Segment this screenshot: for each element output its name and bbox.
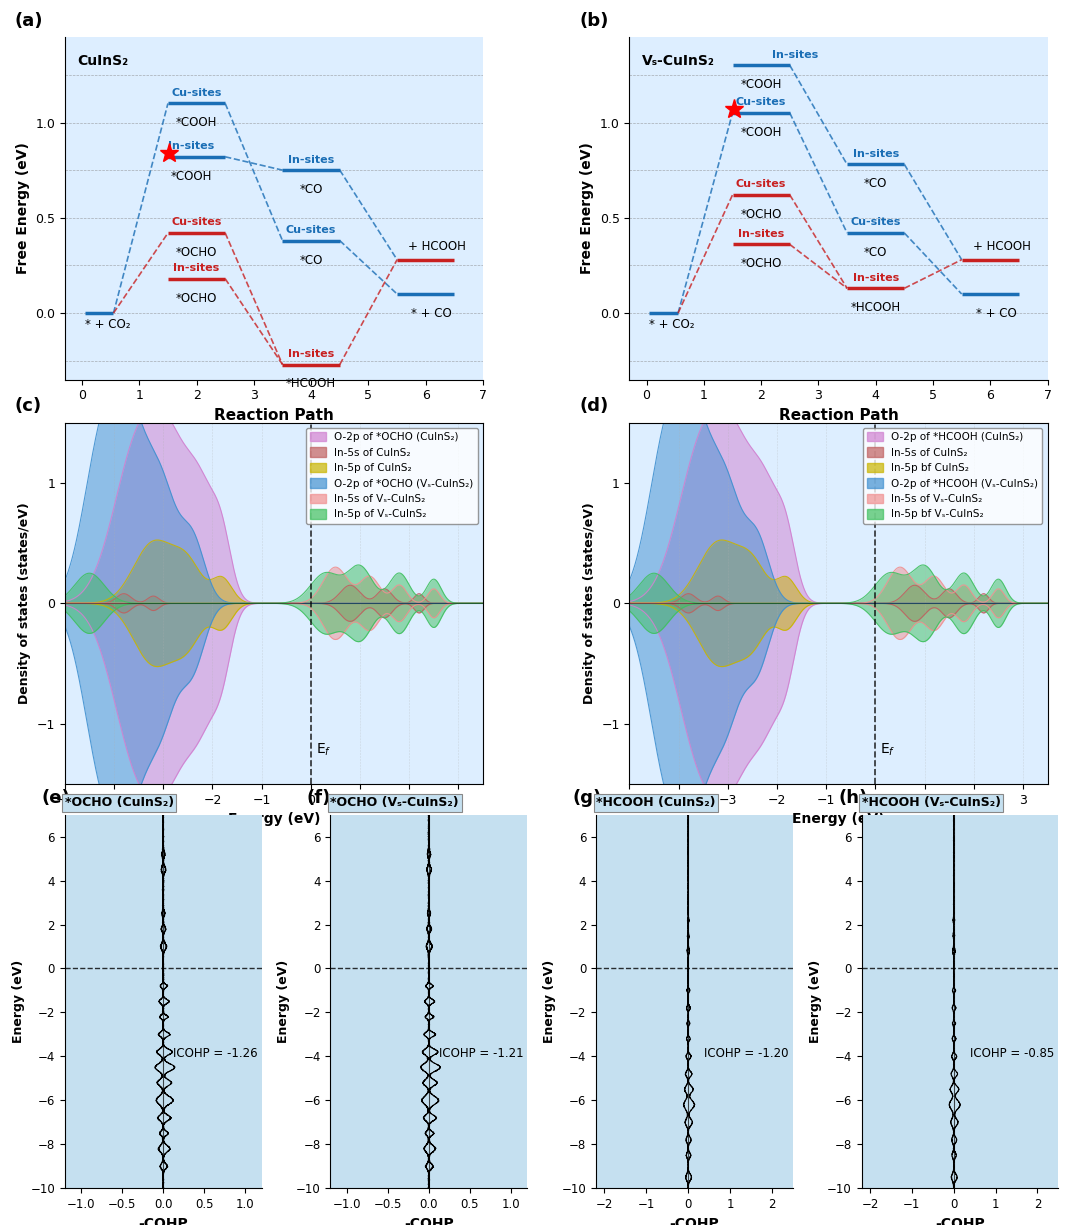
Text: ICOHP = -1.26: ICOHP = -1.26 [173,1047,258,1061]
Text: *OCHO: *OCHO [176,246,217,258]
Y-axis label: Density of states (states/eV): Density of states (states/eV) [583,502,596,704]
Text: *HCOOH: *HCOOH [851,301,901,314]
Text: + HCOOH: + HCOOH [973,240,1030,254]
Text: *HCOOH (Vₛ-CuInS₂): *HCOOH (Vₛ-CuInS₂) [862,796,1001,810]
Text: *CO: *CO [299,254,323,267]
Y-axis label: Energy (eV): Energy (eV) [278,960,291,1042]
Text: CuInS₂: CuInS₂ [78,54,129,67]
Text: (h): (h) [838,789,867,807]
Text: In-sites: In-sites [288,154,335,164]
Text: In-sites: In-sites [772,50,819,60]
Y-axis label: Density of states (states/eV): Density of states (states/eV) [18,502,31,704]
Text: In-sites: In-sites [174,263,219,273]
Text: In-sites: In-sites [738,229,784,239]
Text: * + CO₂: * + CO₂ [85,318,131,331]
X-axis label: Reaction Path: Reaction Path [779,408,899,423]
Text: (a): (a) [15,12,43,29]
Legend: O-2p of *OCHO (CuInS₂), In-5s of CuInS₂, In-5p of CuInS₂, O-2p of *OCHO (Vₛ-CuIn: O-2p of *OCHO (CuInS₂), In-5s of CuInS₂,… [307,428,477,523]
Text: (f): (f) [307,789,332,807]
Text: *OCHO: *OCHO [176,292,217,305]
Y-axis label: Energy (eV): Energy (eV) [12,960,25,1042]
Text: Cu-sites: Cu-sites [172,217,221,228]
Y-axis label: Energy (eV): Energy (eV) [543,960,556,1042]
Text: *OCHO (Vₛ-CuInS₂): *OCHO (Vₛ-CuInS₂) [330,796,459,810]
Text: Cu-sites: Cu-sites [851,217,901,228]
Text: *COOH: *COOH [171,170,212,183]
X-axis label: Energy (eV): Energy (eV) [228,812,320,827]
Text: *OCHO (CuInS₂): *OCHO (CuInS₂) [65,796,174,810]
Text: (e): (e) [41,789,70,807]
Text: * + CO: * + CO [975,307,1016,320]
X-axis label: -COHP: -COHP [138,1216,188,1225]
Text: ICOHP = -0.85: ICOHP = -0.85 [970,1047,1054,1061]
Text: E$_f$: E$_f$ [880,742,896,758]
Text: Cu-sites: Cu-sites [172,88,221,98]
Y-axis label: Free Energy (eV): Free Energy (eV) [580,142,594,274]
Text: (d): (d) [579,397,608,415]
Text: E$_f$: E$_f$ [315,742,332,758]
Text: ICOHP = -1.21: ICOHP = -1.21 [438,1047,523,1061]
Text: *COOH: *COOH [741,78,782,91]
Text: (c): (c) [15,397,42,415]
X-axis label: Energy (eV): Energy (eV) [793,812,885,827]
Text: ICOHP = -1.20: ICOHP = -1.20 [704,1047,788,1061]
Text: Cu-sites: Cu-sites [735,179,786,190]
X-axis label: -COHP: -COHP [404,1216,454,1225]
Text: In-sites: In-sites [167,141,214,151]
Text: *CO: *CO [299,183,323,196]
Text: Vₛ-CuInS₂: Vₛ-CuInS₂ [642,54,715,67]
Text: + HCOOH: + HCOOH [408,240,467,254]
Text: *CO: *CO [864,178,888,190]
Text: *HCOOH: *HCOOH [286,377,336,391]
Text: *OCHO: *OCHO [741,208,782,220]
Text: * + CO: * + CO [411,307,451,320]
Text: *COOH: *COOH [176,116,217,130]
Text: *CO: *CO [864,246,888,258]
X-axis label: -COHP: -COHP [670,1216,719,1225]
Text: (g): (g) [572,789,602,807]
Text: *OCHO: *OCHO [741,257,782,271]
X-axis label: -COHP: -COHP [935,1216,985,1225]
Text: Cu-sites: Cu-sites [735,97,786,108]
Text: In-sites: In-sites [288,349,335,359]
Y-axis label: Free Energy (eV): Free Energy (eV) [15,142,29,274]
Legend: O-2p of *HCOOH (CuInS₂), In-5s of CuInS₂, In-5p bf CuInS₂, O-2p of *HCOOH (Vₛ-Cu: O-2p of *HCOOH (CuInS₂), In-5s of CuInS₂… [863,428,1042,523]
Text: *COOH: *COOH [741,126,782,138]
X-axis label: Reaction Path: Reaction Path [214,408,334,423]
Text: In-sites: In-sites [852,273,899,283]
Text: * + CO₂: * + CO₂ [649,318,694,331]
Text: In-sites: In-sites [852,148,899,159]
Text: (b): (b) [579,12,608,29]
Text: Cu-sites: Cu-sites [286,225,336,235]
Y-axis label: Energy (eV): Energy (eV) [809,960,822,1042]
Text: *HCOOH (CuInS₂): *HCOOH (CuInS₂) [596,796,716,810]
